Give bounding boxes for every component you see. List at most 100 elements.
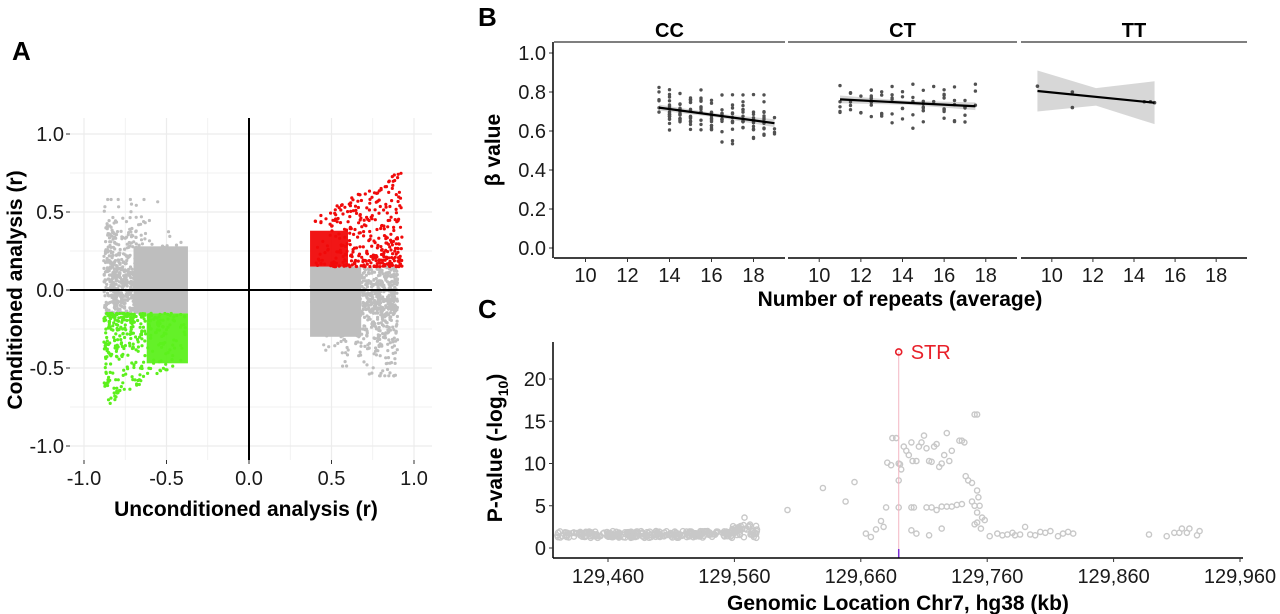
panel-a-point xyxy=(365,285,370,289)
panel-a-point xyxy=(384,185,389,189)
panel-a-point xyxy=(362,337,366,341)
panel-a-point xyxy=(108,249,113,253)
panel-c-point xyxy=(920,432,928,439)
facet-point xyxy=(741,93,745,97)
panel-a-point xyxy=(351,250,355,254)
panel-a-point xyxy=(117,389,121,393)
panel-a-point xyxy=(389,238,393,242)
panel-a-point xyxy=(110,274,114,278)
panel-a-x-tick-label: 0.5 xyxy=(318,468,346,490)
panel-letter-c: C xyxy=(478,294,497,324)
facet-point xyxy=(730,106,735,110)
panel-a-point xyxy=(104,327,108,331)
panel-a-point xyxy=(147,218,151,223)
panel-a-point xyxy=(370,371,374,375)
panel-a-point xyxy=(373,208,377,212)
panel-a-point xyxy=(107,323,111,327)
panel-a-point xyxy=(130,312,134,316)
panel-c-point xyxy=(747,531,754,538)
panel-a-point xyxy=(393,280,397,284)
panel-b-x-axis-title: Number of repeats (average) xyxy=(758,288,1043,311)
facet-point xyxy=(921,120,925,124)
panel-a-point xyxy=(108,325,112,329)
panel-a-point xyxy=(358,193,362,197)
panel-a-point xyxy=(366,343,370,347)
panel-a-point xyxy=(113,398,117,402)
panel-a-point xyxy=(102,266,106,270)
panel-a-point xyxy=(105,307,109,311)
facet-point xyxy=(869,114,873,119)
panel-a-point xyxy=(333,208,337,212)
panel-a-point xyxy=(139,222,143,226)
panel-a-point xyxy=(381,295,385,299)
panel-a-point xyxy=(141,325,145,329)
panel-a-point xyxy=(380,268,384,273)
panel-c-point xyxy=(651,529,658,536)
panel-a-point xyxy=(346,220,350,224)
panel-a-series-0 xyxy=(102,197,188,315)
panel-a-point xyxy=(117,251,121,255)
panel-a-point xyxy=(115,302,119,306)
panel-a-point xyxy=(143,354,147,358)
panel-a-point xyxy=(343,360,347,364)
panel-c-point xyxy=(973,509,981,516)
panel-a-point xyxy=(104,342,108,346)
panel-a-point xyxy=(369,325,374,329)
panel-a-point xyxy=(113,318,117,322)
panel-a-point xyxy=(343,205,347,209)
panel-a-y-tick-label: -0.5 xyxy=(30,358,64,380)
panel-a-point xyxy=(339,339,343,344)
panel-a-point xyxy=(367,372,371,376)
panel-a-point xyxy=(335,220,339,224)
panel-a-point xyxy=(387,256,391,260)
panel-a-point xyxy=(119,292,123,296)
panel-a-point xyxy=(339,208,343,212)
panel-a-y-tick-label: 0.0 xyxy=(36,280,64,302)
panel-c-point xyxy=(880,523,887,531)
panel-a-point xyxy=(391,183,395,187)
panel-a-point xyxy=(368,201,372,205)
panel-a-point xyxy=(395,298,399,302)
facet-point xyxy=(657,90,661,94)
panel-c-point xyxy=(905,451,913,459)
panel-c-point xyxy=(923,444,930,452)
panel-a-point xyxy=(389,311,393,315)
panel-a-point xyxy=(131,331,135,335)
panel-a-point xyxy=(132,320,136,324)
facet-point xyxy=(730,103,735,107)
panel-a-point xyxy=(122,247,127,251)
panel-a-point xyxy=(134,360,138,364)
panel-a-point xyxy=(396,172,400,176)
panel-a-point xyxy=(364,259,368,263)
panel-b-y-tick-label: 0.8 xyxy=(518,82,546,104)
panel-a-point xyxy=(369,261,373,265)
facet-point xyxy=(869,96,873,101)
facet-point xyxy=(952,98,957,103)
panel-a-point xyxy=(382,324,386,328)
panel-a-point xyxy=(119,341,124,345)
panel-a-point xyxy=(379,371,383,375)
panel-c-point xyxy=(660,533,668,540)
panel-a-point xyxy=(179,240,183,244)
panel-a-point xyxy=(370,195,374,199)
facet-point xyxy=(667,88,672,92)
panel-a-point xyxy=(393,303,397,307)
panel-a-point xyxy=(139,238,144,242)
facet-point xyxy=(1070,90,1075,94)
panel-a-point xyxy=(106,294,111,298)
panel-a-point xyxy=(106,398,111,402)
facet-x-tick-label: 14 xyxy=(658,265,680,287)
panel-a-point xyxy=(121,278,125,282)
facet-point xyxy=(942,92,946,97)
panel-a-point xyxy=(117,291,121,295)
facet-point xyxy=(699,118,703,122)
panel-a-point xyxy=(350,263,354,267)
facet-point xyxy=(741,125,745,130)
panel-a-point xyxy=(369,299,373,303)
panel-a-point xyxy=(336,341,340,345)
panel-a-point xyxy=(394,193,398,197)
facet-point xyxy=(709,110,714,115)
panel-a-point xyxy=(337,206,341,210)
facet-point xyxy=(657,85,661,90)
panel-c-y-axis-title-sub: 10 xyxy=(495,380,511,396)
